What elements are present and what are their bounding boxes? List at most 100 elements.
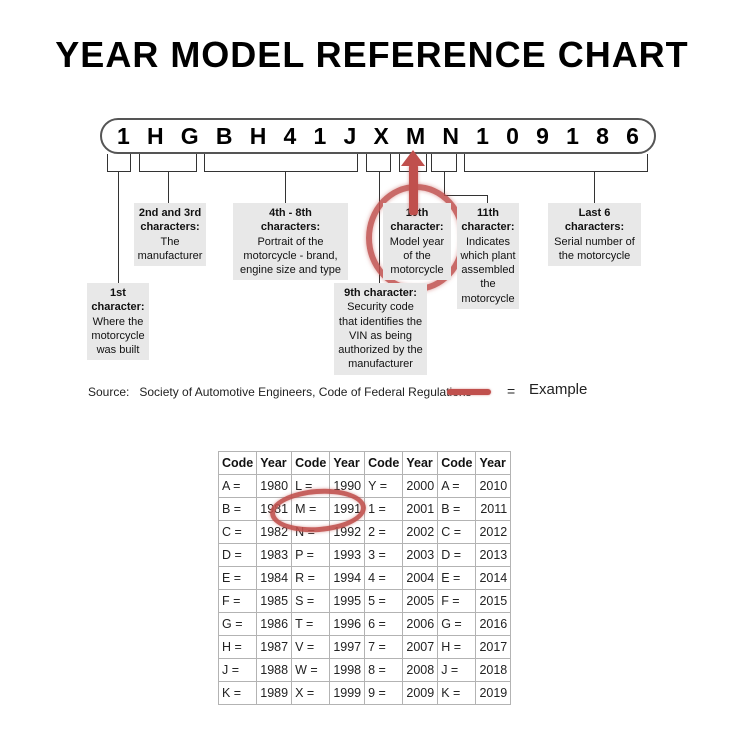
vin-char: 1 <box>117 122 130 149</box>
table-cell: A = <box>437 474 477 498</box>
callout-body: The manufacturer <box>137 235 203 262</box>
table-row: E = 1984 R = 1994 4 = 2004 E = 2014 <box>217 566 512 590</box>
table-cell: 1991 <box>329 497 366 521</box>
vin-char: 4 <box>283 122 297 149</box>
table-cell: 2011 <box>475 497 512 521</box>
vin-char: 6 <box>626 122 639 149</box>
page-title: YEAR MODEL REFERENCE CHART <box>55 34 689 75</box>
table-row: F = 1985 S = 1995 5 = 2005 F = 2015 <box>217 589 512 613</box>
bracket-1st-char <box>107 154 131 172</box>
table-cell: 2017 <box>475 635 512 659</box>
table-cell: E = <box>437 566 477 590</box>
table-header-cell: Code <box>291 451 331 475</box>
table-cell: 2007 <box>402 635 439 659</box>
callout-1st-character: 1st character: Where the motorcycle was … <box>87 283 149 361</box>
table-header-cell: Code <box>437 451 477 475</box>
table-cell: 1984 <box>256 566 293 590</box>
source-text: Society of Automotive Engineers, Code of… <box>139 385 472 399</box>
table-row: D = 1983 P = 1993 3 = 2003 D = 2013 <box>217 543 512 567</box>
table-cell: 2018 <box>475 658 512 682</box>
callout-body: Portrait of the motorcycle - brand, engi… <box>240 235 341 277</box>
table-cell: 1987 <box>256 635 293 659</box>
callout-heading: 11th character: <box>461 207 515 234</box>
table-cell: J = <box>217 658 258 682</box>
table-row: C = 1982 N = 1992 2 = 2002 C = 2012 <box>217 520 512 544</box>
table-row: H = 1987 V = 1997 7 = 2007 H = 2017 <box>217 635 512 659</box>
table-cell: G = <box>217 612 258 636</box>
table-cell: H = <box>217 635 258 659</box>
table-cell: 2008 <box>402 658 439 682</box>
stem-last-6 <box>594 172 595 203</box>
table-row: J = 1988 W = 1998 8 = 2008 J = 2018 <box>217 658 512 682</box>
table-cell: D = <box>217 543 258 567</box>
table-header-cell: Code <box>364 451 404 475</box>
table-cell: F = <box>437 589 477 613</box>
table-cell: 1997 <box>329 635 366 659</box>
stem-1st-char <box>118 172 119 283</box>
table-cell: 2004 <box>402 566 439 590</box>
vin-char: 9 <box>536 122 549 149</box>
bracket-9th-char <box>366 154 391 172</box>
table-cell: 7 = <box>364 635 404 659</box>
table-cell: C = <box>437 520 477 544</box>
stem-11th-horiz <box>444 195 488 196</box>
year-code-table: Code Year Code Year Code Year Code Year A = 1980… <box>217 451 512 705</box>
table-cell: F = <box>217 589 258 613</box>
table-row: G = 1986 T = 1996 6 = 2006 G = 2016 <box>217 612 512 636</box>
bracket-last-6 <box>464 154 648 172</box>
table-cell: K = <box>437 681 477 705</box>
table-cell: 1995 <box>329 589 366 613</box>
table-cell: 1996 <box>329 612 366 636</box>
stem-4th-8th <box>285 172 286 203</box>
equals-sign: = <box>507 383 516 399</box>
table-cell: 2001 <box>402 497 439 521</box>
table-cell: 2013 <box>475 543 512 567</box>
callout-heading: 2nd and 3rd characters: <box>138 207 202 234</box>
table-cell: L = <box>291 474 331 498</box>
table-cell: G = <box>437 612 477 636</box>
callout-heading: 4th - 8th characters: <box>260 207 321 234</box>
table-cell: X = <box>291 681 331 705</box>
bracket-2nd-3rd <box>139 154 197 172</box>
vin-char: B <box>215 122 233 149</box>
callout-heading: 9th character: <box>344 287 417 299</box>
year-table-wrap: Code Year Code Year Code Year Code Year A = 1980… <box>217 451 512 705</box>
vin-char: H <box>249 122 267 149</box>
table-cell: 2005 <box>402 589 439 613</box>
table-cell: 1980 <box>256 474 293 498</box>
callout-4th-8th-characters: 4th - 8th characters: Portrait of the mo… <box>233 203 348 281</box>
callout-body: Indicates which plant assembled the moto… <box>460 235 516 305</box>
table-cell: 2016 <box>475 612 512 636</box>
vin-char: J <box>343 122 357 149</box>
table-header-cell: Year <box>402 451 439 475</box>
table-cell: 8 = <box>364 658 404 682</box>
vin-char: G <box>180 122 199 149</box>
table-cell: S = <box>291 589 331 613</box>
callout-body: Serial number of the motorcycle <box>554 235 635 262</box>
table-cell: 1986 <box>256 612 293 636</box>
bracket-11th-char <box>431 154 457 172</box>
table-cell: B = <box>217 497 258 521</box>
callout-body: Model year of the motorcycle <box>389 235 445 277</box>
table-cell: R = <box>291 566 331 590</box>
table-header-cell: Year <box>329 451 366 475</box>
callout-11th-character: 11th character: Indicates which plant as… <box>457 203 519 310</box>
source-note: Source: Society of Automotive Engineers, … <box>88 385 472 399</box>
table-cell: V = <box>291 635 331 659</box>
vin-char: M <box>405 122 426 149</box>
stem-11th-vert <box>444 172 445 196</box>
table-cell: 3 = <box>364 543 404 567</box>
vin-char: X <box>373 122 389 149</box>
table-cell: 1994 <box>329 566 366 590</box>
example-label: Example <box>529 381 588 398</box>
table-cell: 1989 <box>256 681 293 705</box>
table-cell: T = <box>291 612 331 636</box>
table-cell: 6 = <box>364 612 404 636</box>
callout-2nd-3rd-characters: 2nd and 3rd characters: The manufacturer <box>134 203 206 267</box>
example-arrowhead-icon <box>401 150 425 166</box>
callout-body: Security code that identifies the VIN as… <box>338 301 423 371</box>
table-cell: 2015 <box>475 589 512 613</box>
table-cell: C = <box>217 520 258 544</box>
table-cell: 1983 <box>256 543 293 567</box>
